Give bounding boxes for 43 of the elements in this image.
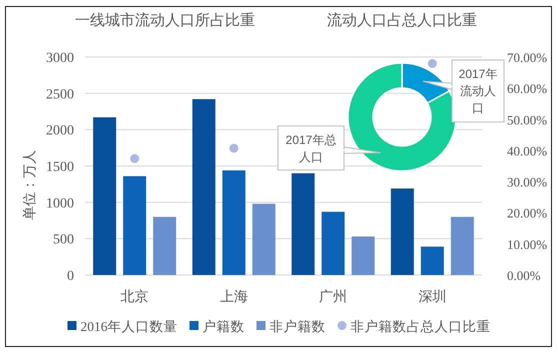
x-tick-label: 北京 (120, 289, 149, 305)
y2-tick-label: 30.00% (507, 174, 548, 190)
bar (153, 216, 176, 275)
x-tick-label: 上海 (220, 289, 248, 305)
y2-tick-label: 0.00% (507, 268, 541, 283)
y-tick-label: 0 (67, 269, 74, 284)
y2-tick-label: 70.00% (507, 50, 548, 65)
legend-label: 非户籍数占总人口比重 (350, 319, 490, 334)
slice-label: 2017年总人口 (286, 133, 336, 164)
y-tick-label: 3000 (46, 51, 74, 66)
bar (292, 173, 315, 275)
bar (322, 212, 345, 275)
y-tick-label: 1000 (46, 196, 74, 212)
bar (352, 236, 375, 275)
y2-tick-label: 20.00% (507, 206, 548, 221)
y-axis-title: 单位：万人 (22, 150, 38, 220)
point (428, 59, 437, 68)
chart-title: 流动人口占总人口比重 (327, 12, 477, 29)
bar (192, 99, 216, 275)
bar (390, 188, 414, 275)
point (130, 154, 140, 164)
slice-label: 2017年流动人口 (458, 67, 498, 115)
y2-tick-label: 40.00% (507, 143, 548, 158)
bar (252, 204, 276, 275)
y2-tick-label: 10.00% (507, 236, 548, 252)
bar (93, 117, 116, 275)
chart-title: 一线城市流动人口所占比重 (75, 12, 255, 29)
legend-label: 户籍数 (202, 319, 244, 334)
y-tick-label: 2000 (46, 124, 74, 139)
bar (420, 246, 444, 275)
legend-label: 2016年人口数量 (80, 319, 178, 334)
y-tick-label: 1500 (46, 160, 74, 175)
x-tick-label: 深圳 (418, 289, 446, 305)
legend-label: 非户籍数 (270, 319, 326, 334)
bar (222, 170, 246, 275)
y2-tick-label: 50.00% (507, 112, 548, 128)
y-tick-label: 2500 (46, 87, 74, 102)
x-tick-label: 广州 (319, 289, 348, 305)
y2-tick-label: 60.00% (507, 81, 548, 96)
point (229, 144, 238, 153)
y-tick-label: 500 (53, 232, 74, 248)
bar (450, 216, 474, 275)
bar (123, 176, 146, 275)
